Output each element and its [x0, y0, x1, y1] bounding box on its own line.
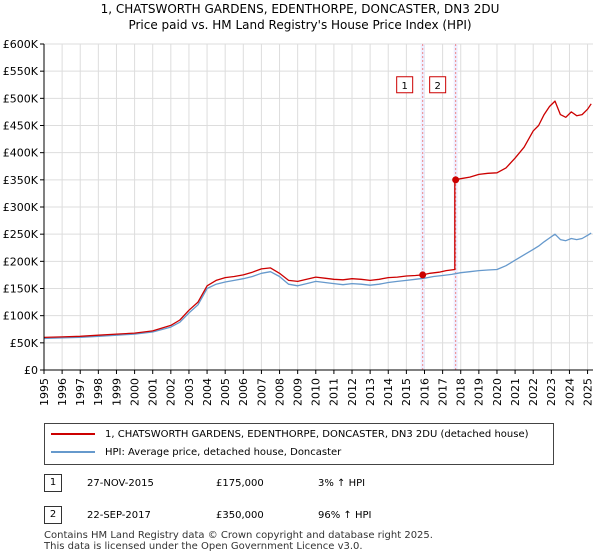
- y-tick-label: £50K: [10, 337, 39, 350]
- x-tick-label: 2010: [310, 378, 323, 406]
- sale-number-box: [429, 76, 447, 94]
- y-tick-label: £150K: [3, 283, 39, 296]
- chart-subtitle: Price paid vs. HM Land Registry's House …: [128, 18, 471, 32]
- y-tick-label: £550K: [3, 65, 39, 78]
- transaction-row: 1 27-NOV-2015 £175,000 3% ↑ HPI: [44, 474, 544, 494]
- x-tick-label: 2006: [237, 378, 250, 406]
- x-tick-label: 2013: [364, 378, 377, 406]
- sale-number-box: [396, 76, 414, 94]
- x-tick-label: 1996: [56, 378, 69, 406]
- sale-point: [452, 176, 460, 184]
- y-tick-label: £250K: [3, 228, 39, 241]
- x-tick-label: 2017: [436, 378, 449, 406]
- x-tick-label: 2003: [183, 378, 196, 406]
- y-tick-label: £350K: [3, 174, 39, 187]
- footer-copyright: Contains HM Land Registry data © Crown c…: [44, 530, 433, 541]
- sale-number-label: 2: [434, 81, 440, 92]
- x-tick-label: 2024: [563, 378, 576, 406]
- sale-point: [419, 271, 427, 279]
- x-tick-label: 2025: [581, 378, 594, 406]
- sale-band: [453, 44, 458, 370]
- chart-canvas: 1, CHATSWORTH GARDENS, EDENTHORPE, DONCA…: [3, 2, 595, 406]
- y-tick-label: £200K: [3, 255, 39, 268]
- y-tick-label: £100K: [3, 310, 39, 323]
- x-tick-label: 1997: [74, 378, 87, 406]
- x-tick-label: 2008: [273, 378, 286, 406]
- x-tick-label: 2005: [219, 378, 232, 406]
- x-tick-label: 1995: [38, 378, 51, 406]
- sale-band: [420, 44, 425, 370]
- y-tick-label: £500K: [3, 92, 39, 105]
- x-tick-label: 2001: [147, 378, 160, 406]
- property-price-line: [43, 100, 592, 339]
- x-tick-label: 2019: [473, 378, 486, 406]
- y-tick-label: £300K: [3, 201, 39, 214]
- axes: £0 £50K £100K £150K £200K £250K £300K £350K £400…: [3, 38, 595, 406]
- transaction-number: 1: [44, 474, 62, 492]
- x-tick-label: 2002: [165, 378, 178, 406]
- x-tick-label: 2020: [491, 378, 504, 406]
- transaction-hpi: 96% ↑ HPI: [318, 510, 372, 521]
- x-tick-label: 2011: [328, 378, 341, 406]
- legend-item-property: 1, CHATSWORTH GARDENS, EDENTHORPE, DONCA…: [51, 426, 529, 444]
- grid: [43, 43, 593, 371]
- x-tick-label: 2014: [382, 378, 395, 406]
- legend-label-property: 1, CHATSWORTH GARDENS, EDENTHORPE, DONCA…: [105, 429, 529, 440]
- x-tick-label: 1998: [92, 378, 105, 406]
- x-tick-label: 2018: [455, 378, 468, 406]
- legend-swatch-property: [51, 433, 95, 435]
- x-tick-label: 2022: [527, 378, 540, 406]
- transaction-number: 2: [44, 506, 62, 524]
- sale-bands: [420, 44, 458, 370]
- chart-title: 1, CHATSWORTH GARDENS, EDENTHORPE, DONCA…: [101, 2, 500, 16]
- transaction-date: 22-SEP-2017: [87, 510, 151, 521]
- footer-licence: This data is licensed under the Open Gov…: [44, 541, 363, 552]
- footer: Contains HM Land Registry data © Crown c…: [44, 530, 433, 552]
- x-tick-label: 2004: [201, 378, 214, 406]
- hpi-line: [43, 232, 592, 340]
- x-tick-label: 2023: [545, 378, 558, 406]
- y-tick-label: £600K: [3, 38, 39, 51]
- legend-item-hpi: HPI: Average price, detached house, Donc…: [51, 444, 341, 462]
- x-tick-label: 2007: [255, 378, 268, 406]
- x-tick-label: 2000: [128, 378, 141, 406]
- transaction-price: £350,000: [216, 510, 264, 521]
- sale-number-label: 1: [401, 81, 407, 92]
- x-tick-label: 2009: [292, 378, 305, 406]
- legend-label-hpi: HPI: Average price, detached house, Donc…: [105, 447, 342, 458]
- x-tick-label: 1999: [110, 378, 123, 406]
- x-tick-label: 2012: [346, 378, 359, 406]
- y-tick-label: £0: [24, 364, 38, 377]
- transaction-hpi: 3% ↑ HPI: [318, 478, 366, 489]
- x-tick-label: 2015: [400, 378, 413, 406]
- legend: 1, CHATSWORTH GARDENS, EDENTHORPE, DONCA…: [44, 423, 554, 465]
- legend-swatch-hpi: [51, 451, 95, 453]
- x-tick-label: 2021: [509, 378, 522, 406]
- transaction-date: 27-NOV-2015: [87, 478, 154, 489]
- transaction-row: 2 22-SEP-2017 £350,000 96% ↑ HPI: [44, 506, 544, 526]
- series: [43, 100, 592, 340]
- y-tick-label: £400K: [3, 147, 39, 160]
- y-tick-label: £450K: [3, 120, 39, 133]
- transaction-price: £175,000: [216, 478, 264, 489]
- x-tick-label: 2016: [418, 378, 431, 406]
